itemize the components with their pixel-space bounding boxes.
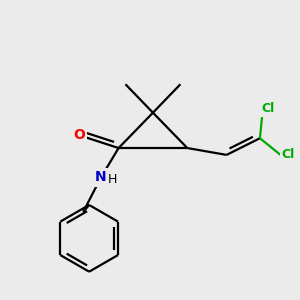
Text: Cl: Cl <box>261 102 274 115</box>
Text: H: H <box>108 173 117 186</box>
Text: Cl: Cl <box>282 148 295 161</box>
Text: O: O <box>74 128 85 142</box>
Text: N: N <box>95 170 107 184</box>
